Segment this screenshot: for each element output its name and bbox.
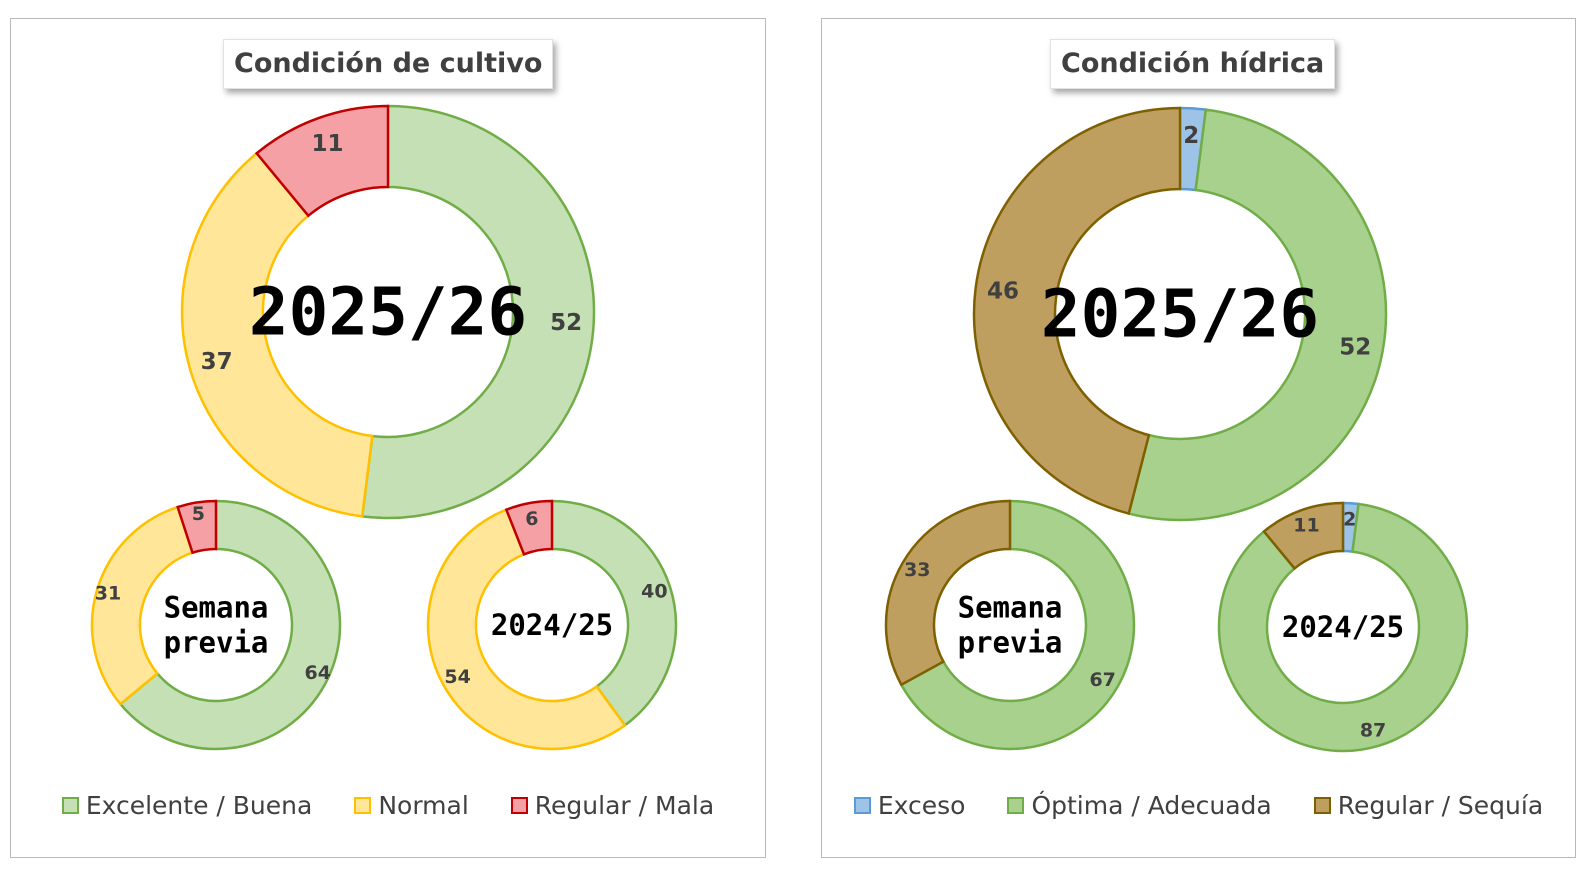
chart-title-cultivo: Condición de cultivo	[223, 39, 554, 89]
slice-optima-adecuada	[1127, 108, 1388, 522]
center-label-semana-previa: previa	[164, 625, 269, 659]
data-label-optima-adecuada: 87	[1360, 719, 1386, 741]
data-label-regular-sequia: 46	[987, 279, 1019, 305]
slice-regular-sequia	[884, 499, 1012, 687]
donut-cultivo-2025-26: 52 37 11 2025/26	[180, 104, 596, 520]
slice-regular-mala	[504, 499, 554, 556]
legend-label-regular-sequia: Regular / Sequía	[1337, 791, 1544, 820]
center-label-2024-25: 2024/25	[491, 608, 613, 642]
legend-swatch-normal	[354, 797, 372, 814]
legend-label-optima-adecuada: Óptima / Adecuada	[1031, 791, 1272, 820]
data-label-regular-mala: 5	[192, 503, 205, 525]
slice-normal	[426, 508, 627, 751]
legend-label-normal: Normal	[378, 791, 469, 820]
legend-swatch-excelente-buena	[61, 797, 79, 814]
data-label-regular-sequia: 11	[1293, 515, 1319, 537]
center-label-semana-previa: Semana	[958, 591, 1063, 625]
legend-label-excelente-buena: Excelente / Buena	[85, 791, 313, 820]
legend-swatch-optima-adecuada	[1007, 797, 1025, 814]
data-label-exceso: 2	[1343, 509, 1356, 531]
slice-excelente-buena	[360, 104, 596, 520]
center-label-2025-26: 2025/26	[1041, 276, 1319, 353]
legend-item-exceso: Exceso	[853, 791, 966, 820]
slice-regular-sequia	[972, 106, 1182, 516]
data-label-regular-sequia: 33	[904, 559, 930, 581]
legend-swatch-regular-mala	[510, 797, 528, 814]
center-label-2024-25: 2024/25	[1282, 610, 1404, 644]
legend-hidrica: Exceso Óptima / Adecuada Regular / Sequí…	[822, 791, 1575, 820]
donut-cultivo-2024-25: 40 54 6 2024/25	[426, 499, 678, 751]
legend-label-regular-mala: Regular / Mala	[534, 791, 715, 820]
data-label-excelente-buena: 52	[550, 310, 582, 336]
chart-title-hidrica: Condición hídrica	[1050, 39, 1336, 89]
slice-regular-mala	[176, 499, 218, 555]
data-label-regular-mala: 6	[525, 508, 538, 530]
data-label-normal: 54	[444, 666, 470, 688]
slice-optima-adecuada	[899, 499, 1136, 751]
center-label-semana-previa: previa	[958, 625, 1063, 659]
center-label-semana-previa: Semana	[164, 591, 269, 625]
legend-swatch-exceso	[853, 797, 871, 814]
slice-regular-mala	[254, 104, 390, 218]
legend-swatch-regular-sequia	[1313, 797, 1331, 814]
legend-item-excelente-buena: Excelente / Buena	[61, 791, 313, 820]
data-label-optima-adecuada: 52	[1339, 334, 1371, 360]
data-label-excelente-buena: 40	[641, 581, 667, 603]
legend-item-regular-mala: Regular / Mala	[510, 791, 715, 820]
donut-hidrica-2024-25: 2 87 11 2024/25	[1217, 501, 1469, 753]
legend-item-normal: Normal	[354, 791, 469, 820]
slice-optima-adecuada	[1217, 502, 1469, 753]
slice-normal	[90, 505, 195, 706]
slice-excelente-buena	[550, 499, 678, 728]
center-label-2025-26: 2025/26	[249, 274, 527, 351]
data-label-exceso: 2	[1183, 123, 1199, 149]
slice-regular-sequia	[1262, 501, 1345, 571]
data-label-normal: 37	[201, 349, 233, 375]
donut-hidrica-2025-26: 2 52 46 2025/26	[972, 106, 1388, 522]
legend-cultivo: Excelente / Buena Normal Regular / Mala	[11, 791, 765, 820]
legend-item-regular-sequia: Regular / Sequía	[1313, 791, 1544, 820]
legend-item-optima-adecuada: Óptima / Adecuada	[1007, 791, 1272, 820]
slice-normal	[180, 151, 374, 518]
slice-excelente-buena	[118, 499, 342, 751]
data-label-regular-mala: 11	[312, 131, 344, 157]
data-label-optima-adecuada: 67	[1089, 669, 1115, 691]
legend-label-exceso: Exceso	[877, 791, 966, 820]
data-label-normal: 31	[95, 583, 121, 605]
data-label-excelente-buena: 64	[305, 662, 331, 684]
